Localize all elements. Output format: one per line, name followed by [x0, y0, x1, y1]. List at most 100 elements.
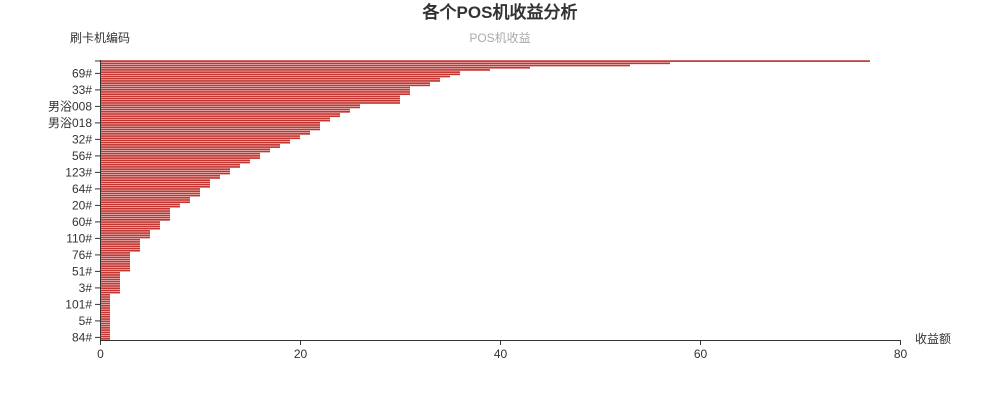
bar[interactable] [100, 324, 110, 327]
bar[interactable] [100, 181, 210, 184]
bar[interactable] [100, 329, 110, 331]
bar[interactable] [100, 304, 110, 307]
bar[interactable] [100, 148, 270, 151]
bar[interactable] [100, 146, 280, 148]
bar[interactable] [100, 104, 360, 107]
bar[interactable] [100, 126, 320, 129]
bar[interactable] [100, 214, 170, 217]
bar[interactable] [100, 241, 140, 243]
bar[interactable] [100, 159, 250, 162]
bar[interactable] [100, 234, 150, 237]
bar[interactable] [100, 216, 170, 219]
bar[interactable] [100, 260, 130, 263]
bar[interactable] [100, 73, 460, 76]
bar[interactable] [100, 77, 440, 80]
bar[interactable] [100, 163, 240, 166]
bar[interactable] [100, 256, 130, 259]
bar[interactable] [100, 69, 490, 71]
bar[interactable] [100, 207, 170, 210]
bar[interactable] [100, 247, 140, 250]
bar[interactable] [100, 210, 170, 212]
legend-label[interactable]: POS机收益 [469, 31, 530, 45]
bar[interactable] [100, 185, 210, 188]
bar[interactable] [100, 293, 110, 296]
bar[interactable] [100, 311, 110, 314]
bar[interactable] [100, 75, 450, 78]
bar[interactable] [100, 221, 160, 223]
bar[interactable] [100, 141, 290, 144]
bar[interactable] [100, 155, 260, 157]
bar[interactable] [100, 119, 330, 122]
bar[interactable] [100, 271, 120, 274]
bar[interactable] [100, 219, 170, 221]
bar[interactable] [100, 252, 130, 254]
bar[interactable] [100, 102, 400, 104]
bar[interactable] [100, 91, 410, 93]
bar[interactable] [100, 316, 110, 318]
bar[interactable] [100, 93, 410, 96]
bar[interactable] [100, 289, 120, 292]
bar[interactable] [100, 254, 130, 256]
bar[interactable] [100, 71, 460, 73]
bar[interactable] [100, 80, 440, 82]
bar[interactable] [100, 230, 150, 232]
bar[interactable] [100, 179, 210, 181]
bar[interactable] [100, 82, 430, 84]
bar[interactable] [100, 243, 140, 245]
bar[interactable] [100, 322, 110, 325]
bar[interactable] [100, 137, 300, 140]
bar[interactable] [100, 106, 360, 109]
bar[interactable] [100, 287, 120, 290]
bar[interactable] [100, 170, 230, 173]
bar[interactable] [100, 88, 410, 91]
bar[interactable] [100, 296, 110, 298]
bar[interactable] [100, 205, 180, 208]
bar[interactable] [100, 62, 670, 65]
bar[interactable] [100, 267, 130, 270]
bar[interactable] [100, 166, 240, 168]
bar[interactable] [100, 174, 220, 177]
bar[interactable] [100, 225, 160, 228]
bar[interactable] [100, 302, 110, 305]
bar[interactable] [100, 190, 200, 193]
bar[interactable] [100, 318, 110, 320]
bar[interactable] [100, 115, 340, 118]
bar[interactable] [100, 313, 110, 316]
bar[interactable] [100, 333, 110, 336]
bar[interactable] [100, 327, 110, 329]
bar[interactable] [100, 157, 260, 159]
bar[interactable] [100, 212, 170, 215]
bar[interactable] [100, 276, 120, 279]
bar[interactable] [100, 263, 130, 265]
bar[interactable] [100, 177, 220, 179]
bar[interactable] [100, 258, 130, 261]
bar[interactable] [100, 124, 320, 126]
bar[interactable] [100, 122, 320, 124]
bar[interactable] [100, 152, 260, 155]
bar[interactable] [100, 194, 200, 197]
bar[interactable] [100, 117, 330, 120]
bar[interactable] [100, 130, 310, 133]
bar[interactable] [100, 192, 200, 195]
bar[interactable] [100, 282, 120, 285]
bar[interactable] [100, 278, 120, 281]
bar[interactable] [100, 110, 350, 113]
bar[interactable] [100, 139, 290, 142]
bar[interactable] [100, 95, 400, 98]
bar[interactable] [100, 249, 140, 252]
bar[interactable] [100, 203, 180, 206]
bar[interactable] [100, 335, 110, 338]
bar[interactable] [100, 291, 120, 294]
bar[interactable] [100, 97, 400, 100]
bar[interactable] [100, 128, 320, 131]
bar[interactable] [100, 300, 110, 303]
bar[interactable] [100, 86, 410, 89]
bar[interactable] [100, 238, 140, 241]
bar[interactable] [100, 236, 150, 239]
bar[interactable] [100, 227, 160, 230]
bar[interactable] [100, 64, 630, 67]
bar[interactable] [100, 232, 150, 234]
bar[interactable] [100, 150, 270, 153]
bar[interactable] [100, 245, 140, 248]
bar[interactable] [100, 280, 120, 283]
